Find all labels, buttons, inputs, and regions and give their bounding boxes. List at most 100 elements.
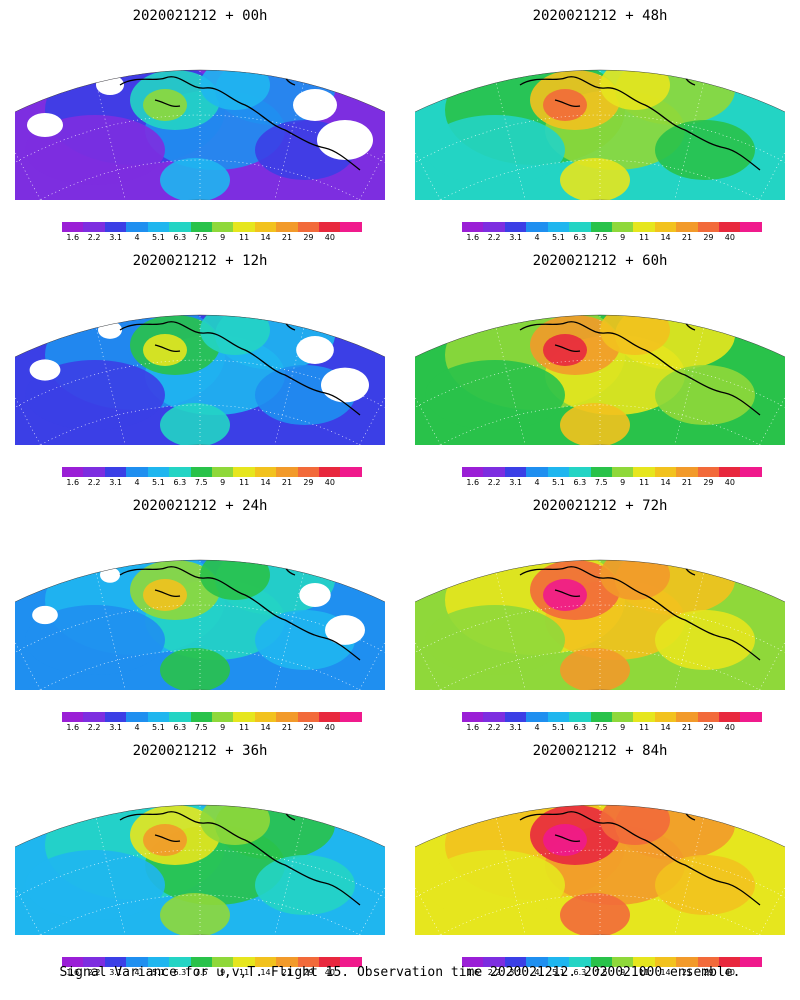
colorbar-swatch	[719, 957, 741, 967]
map-outline	[415, 314, 785, 445]
graticule-line	[15, 365, 60, 445]
colorbar-tick-label: 3.1	[109, 723, 122, 732]
colorbar-tick-label: 4	[134, 233, 140, 242]
missing-data-patch	[96, 75, 124, 95]
colorbar-swatch	[297, 467, 320, 477]
field-blob	[160, 158, 230, 200]
map-panel: 2020021212 + 36h 1.6 2.2 3.1 4 5.1 6.3 7.5 9 11 14…	[0, 735, 400, 980]
field-blob	[543, 334, 587, 366]
field-blob	[143, 579, 187, 611]
colorbar-swatch	[462, 957, 484, 967]
colorbar-swatch	[719, 222, 741, 232]
colorbar-tick-label: 1.6	[66, 968, 80, 977]
colorbar-swatch	[569, 957, 591, 967]
colorbar-swatch	[611, 957, 634, 967]
colorbar-tick-label: 2.2	[87, 968, 101, 977]
colorbar-tick-label: 7.5	[594, 478, 608, 487]
colorbar-tick-label: 40	[724, 478, 735, 487]
colorbar-swatch	[590, 712, 612, 722]
colorbar-tick-label: 6.3	[573, 233, 587, 242]
colorbar-tick-label: 11	[639, 233, 650, 242]
colorbar-tick-label: 1.6	[66, 233, 80, 242]
graticule-arc	[415, 114, 785, 197]
colorbar-tick-label: 9	[220, 968, 226, 977]
map-panel: 2020021212 + 60h 1.6 2.2 3.1 4 5.1 6.3 7.5 9 11 14…	[400, 245, 800, 490]
colorbar-swatch	[126, 712, 148, 722]
colorbar	[462, 712, 762, 722]
colorbar-tick-label: 3.1	[509, 478, 522, 487]
graticule-line	[340, 610, 385, 690]
field-blob	[600, 315, 670, 355]
colorbar-tick-label: 11	[639, 968, 650, 977]
colorbar-swatch	[83, 712, 105, 722]
colorbar-swatch	[319, 712, 341, 722]
missing-data-patch	[27, 113, 63, 137]
variance-map	[15, 314, 385, 445]
field-blob	[543, 89, 587, 121]
graticule-line	[340, 855, 385, 935]
colorbar-swatch	[633, 222, 655, 232]
graticule-line	[15, 610, 60, 690]
missing-data-patch	[321, 367, 369, 403]
colorbar-swatch	[233, 467, 255, 477]
colorbar-swatch	[547, 222, 570, 232]
colorbar-tick-label: 7.5	[594, 968, 608, 977]
colorbar-tick-label: 9	[620, 478, 626, 487]
colorbar-swatch	[697, 712, 720, 722]
colorbar-tick-label: 7.5	[594, 233, 608, 242]
colorbar-swatch	[676, 467, 698, 477]
colorbar-swatch	[62, 222, 84, 232]
field-blob	[200, 70, 270, 110]
colorbar-swatch	[740, 957, 762, 967]
colorbar-tick-label: 2.2	[87, 478, 101, 487]
graticule-line	[95, 327, 128, 445]
colorbar-tick-label: 4	[534, 723, 540, 732]
colorbar-swatch	[462, 222, 484, 232]
colorbar-swatch	[297, 957, 320, 967]
panel-title: 2020021212 + 84h	[532, 743, 668, 759]
colorbar-swatch	[233, 712, 255, 722]
colorbar-swatch	[611, 712, 634, 722]
panel-title: 2020021212 + 60h	[532, 253, 668, 269]
missing-data-patch	[296, 336, 334, 364]
colorbar-swatch	[654, 957, 677, 967]
colorbar-swatch	[569, 222, 591, 232]
variance-map	[15, 69, 385, 200]
colorbar-swatch	[147, 957, 170, 967]
variance-map	[415, 559, 785, 690]
map-outline	[15, 314, 385, 445]
colorbar-swatch	[254, 467, 277, 477]
colorbar-tick-label: 9	[620, 723, 626, 732]
variance-map	[415, 69, 785, 200]
colorbar-swatch	[676, 712, 698, 722]
graticule-line	[15, 855, 60, 935]
colorbar-swatch	[590, 957, 612, 967]
colorbar-tick-label: 40	[324, 478, 335, 487]
colorbar-ticks: 1.6 2.2 3.1 4 5.1 6.3 7.5 9 11 14 21 29 40	[62, 723, 362, 733]
colorbar-tick-label: 5.1	[152, 478, 165, 487]
colorbar-tick-label: 29	[303, 478, 314, 487]
colorbar-swatch	[569, 467, 591, 477]
colorbar-tick-label: 2.2	[487, 723, 501, 732]
colorbar-tick-label: 11	[239, 723, 250, 732]
colorbar-swatch	[590, 222, 612, 232]
colorbar-tick-label: 14	[260, 233, 271, 242]
missing-data-patch	[29, 359, 61, 381]
variance-map	[15, 559, 385, 690]
graticule-arc	[15, 359, 385, 442]
colorbar-swatch	[319, 222, 341, 232]
field-blob	[425, 850, 565, 920]
colorbar-swatch	[276, 467, 298, 477]
map-panel: 2020021212 + 00h 1.6 2.2 3.1 4 5.1 6.3 7.5 9 11 14…	[0, 0, 400, 245]
colorbar-tick-label: 29	[303, 723, 314, 732]
colorbar	[462, 957, 762, 967]
field-blob	[160, 403, 230, 445]
field-blob	[600, 560, 670, 600]
colorbar-tick-label: 3.1	[109, 968, 122, 977]
field-blob	[25, 850, 165, 920]
colorbar-swatch	[676, 957, 698, 967]
colorbar-swatch	[254, 222, 277, 232]
map-outline	[415, 804, 785, 935]
colorbar-swatch	[147, 712, 170, 722]
colorbar-tick-label: 14	[260, 478, 271, 487]
